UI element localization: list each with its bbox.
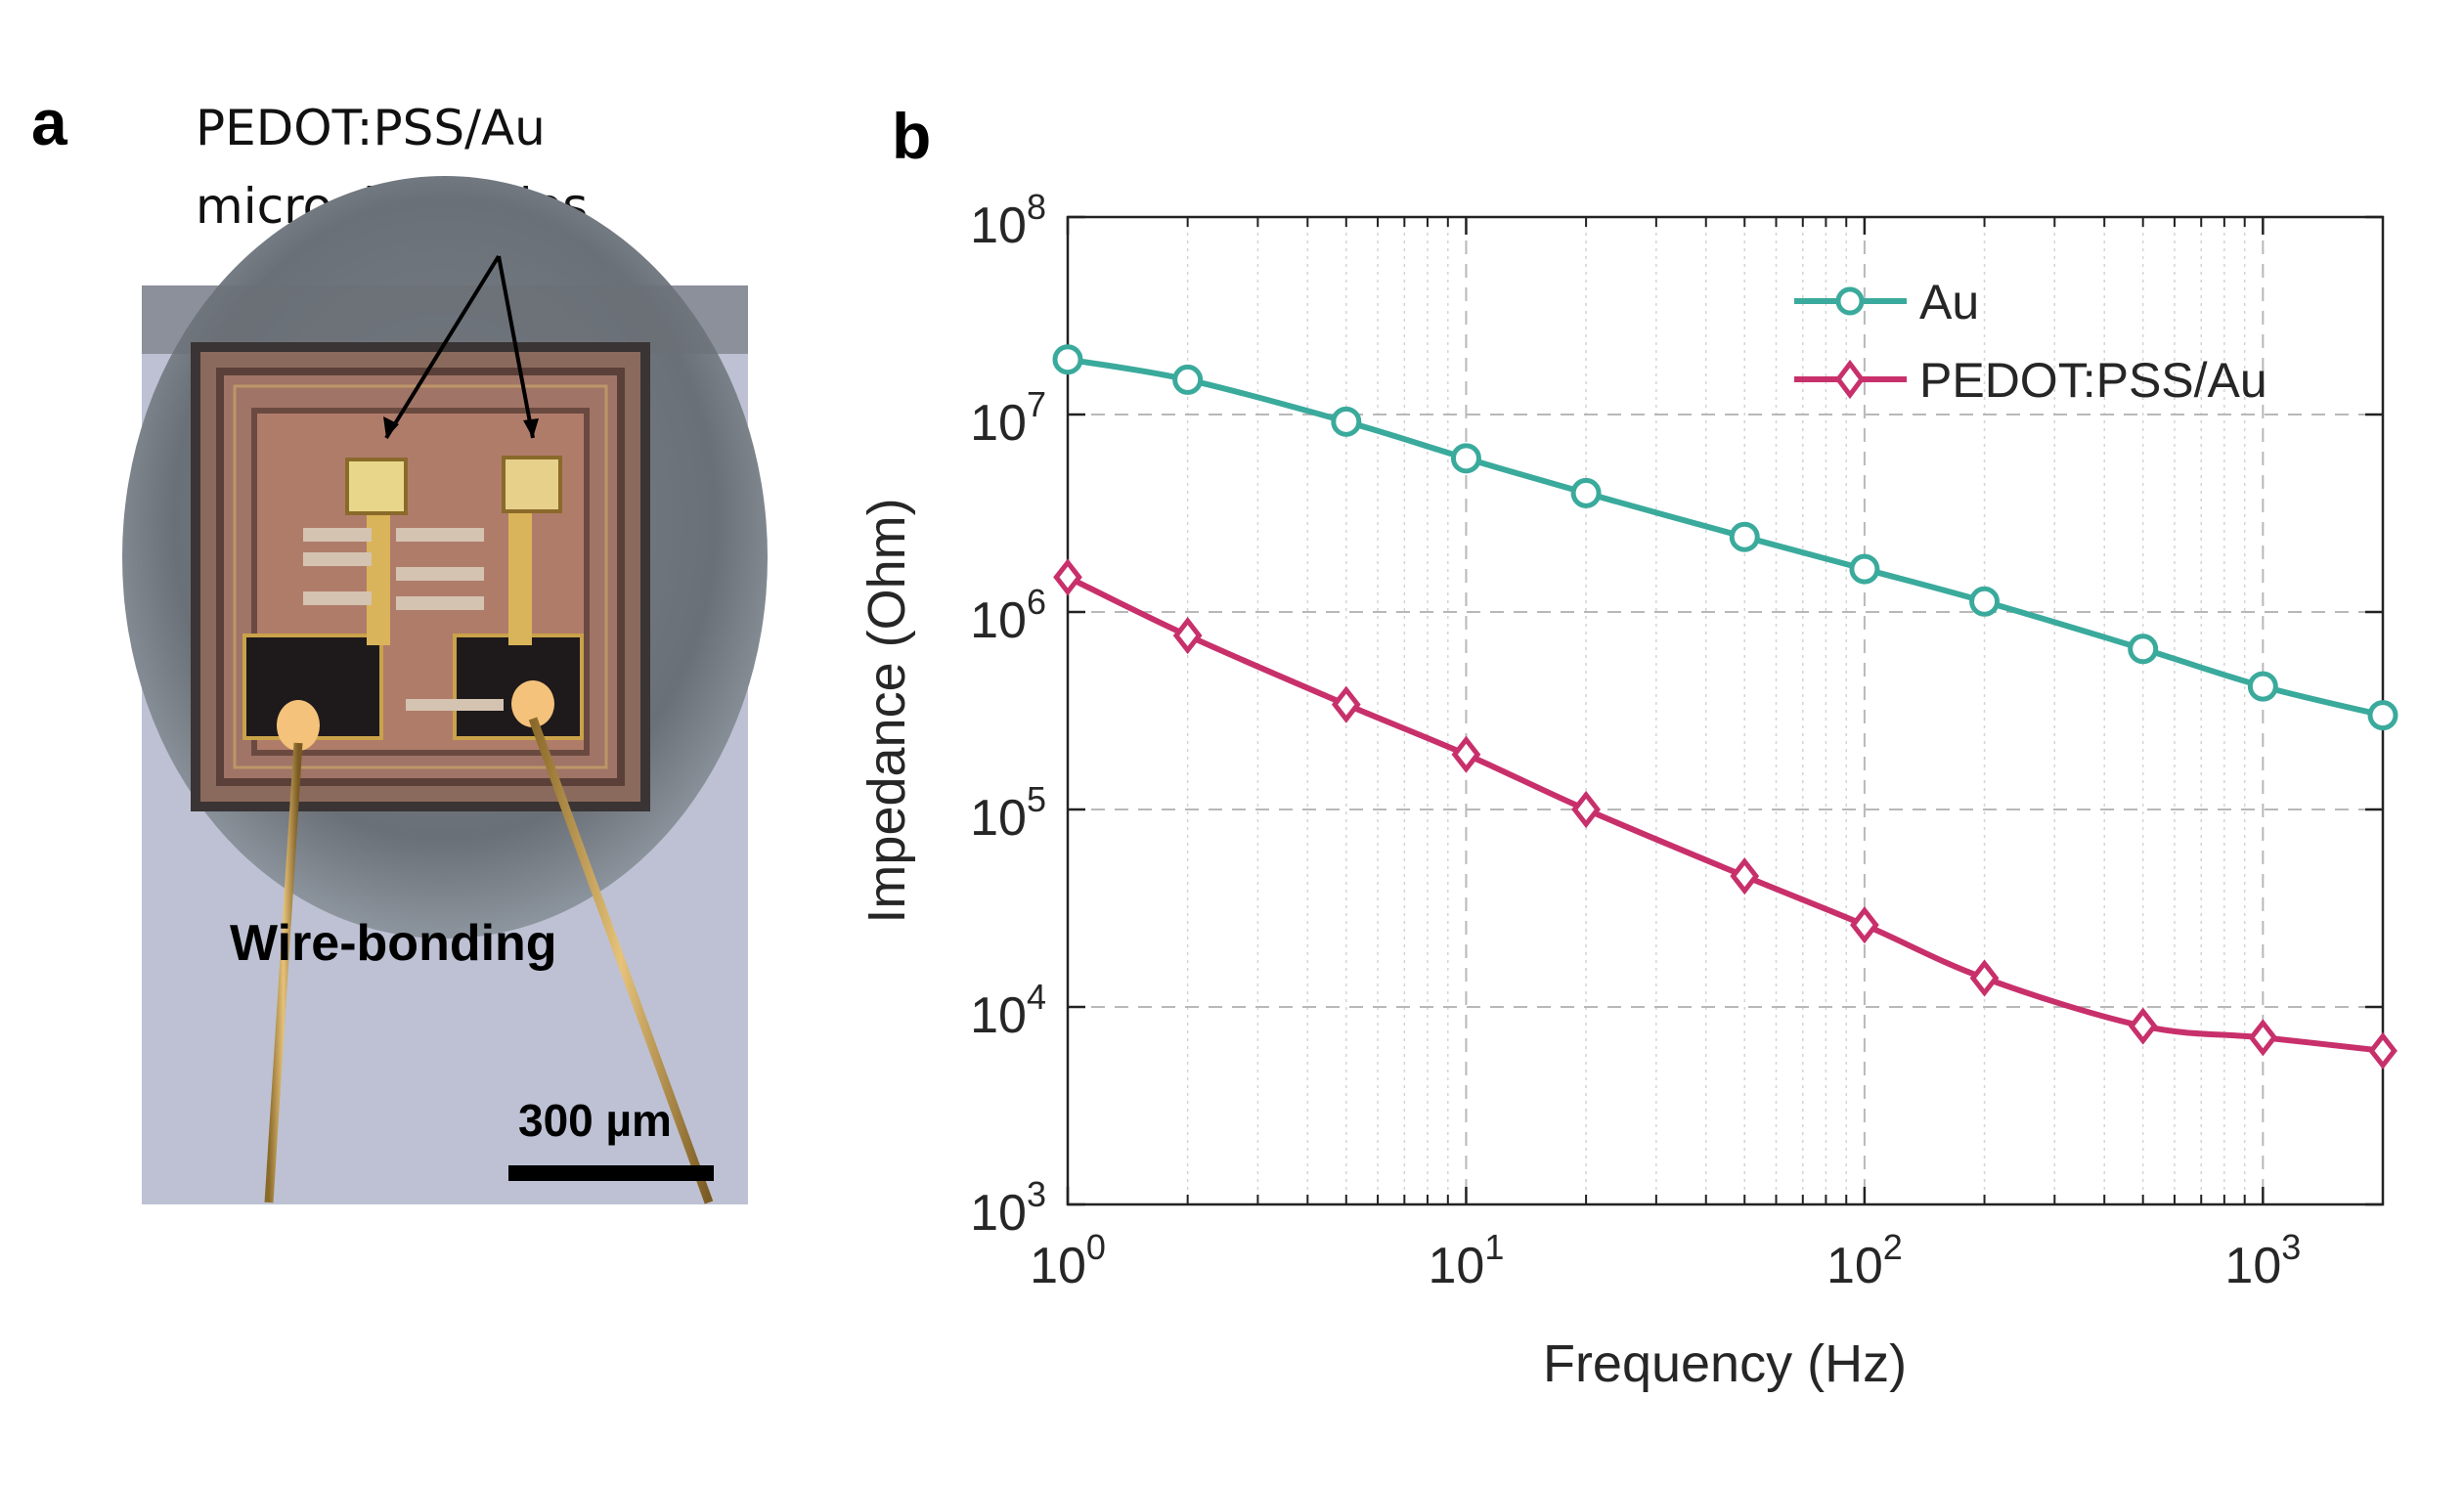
data-point-pedot-pss-au [2368, 1031, 2398, 1070]
legend-au-label: Au [1919, 275, 1979, 329]
data-point-au [2367, 700, 2398, 731]
data-point-au [2128, 634, 2159, 665]
data-point-pedot-pss-au [1451, 735, 1481, 773]
y-tick-label: 106 [970, 582, 1046, 649]
data-point-au [1570, 477, 1602, 508]
scale-bar [508, 1165, 714, 1181]
data-point-au [1729, 521, 1760, 552]
data-point-au [1331, 406, 1362, 437]
legend: Au PEDOT:PSS/Au [1794, 275, 2267, 408]
y-tick-label: 107 [970, 384, 1046, 452]
electrode-annotation-line1: PEDOT:PSS/Au [196, 100, 546, 156]
impedance-chart: 100 101 102 103 103 104 105 106 107 108 Frequenc… [858, 187, 2398, 1393]
legend-pedot-label: PEDOT:PSS/Au [1919, 353, 2267, 408]
x-tick-label: 101 [1429, 1227, 1505, 1294]
data-point-pedot-pss-au [1331, 685, 1361, 723]
series-line-pedot-pss-au [1066, 574, 2384, 1054]
wire-bonding-label: Wire-bonding [230, 915, 557, 972]
panel-a: a PEDOT:PSS/Au microelectrodes [31, 86, 768, 1204]
y-axis-label: Impedance (Ohm) [858, 498, 916, 923]
data-point-pedot-pss-au [1969, 959, 2000, 997]
x-tick-label: 102 [1826, 1227, 1903, 1294]
y-tick-label: 108 [970, 187, 1046, 254]
data-point-pedot-pss-au [2248, 1019, 2278, 1057]
panel-b-label: b [892, 100, 931, 172]
data-point-au [1969, 586, 2001, 617]
data-point-au [1052, 344, 1083, 375]
data-point-pedot-pss-au [1730, 857, 1760, 896]
x-axis-label: Frequency (Hz) [1543, 1334, 1907, 1393]
y-tick-label: 103 [970, 1174, 1046, 1242]
data-point-pedot-pss-au [1172, 617, 1203, 655]
series-line-au [1067, 356, 2384, 719]
legend-pedot-marker [1834, 359, 1866, 400]
data-point-pedot-pss-au [2128, 1007, 2158, 1045]
panel-a-label: a [31, 86, 68, 158]
scale-bar-label: 300 µm [518, 1095, 672, 1146]
data-point-au [1849, 553, 1880, 585]
micrograph-image [122, 176, 768, 1204]
data-point-pedot-pss-au [1053, 558, 1082, 596]
panel-b: b 100 101 102 103 103 104 105 106 107 108 Freque… [858, 100, 2398, 1393]
y-tick-label: 104 [970, 977, 1046, 1044]
x-tick-label: 103 [2224, 1227, 2301, 1294]
data-point-pedot-pss-au [1571, 790, 1601, 829]
data-point-au [2247, 671, 2278, 702]
data-point-au [1172, 364, 1204, 395]
legend-au-marker [1835, 286, 1865, 316]
data-point-pedot-pss-au [1850, 906, 1879, 944]
data-point-au [1450, 443, 1481, 474]
x-tick-label: 100 [1030, 1227, 1106, 1294]
y-tick-label: 105 [970, 779, 1046, 847]
